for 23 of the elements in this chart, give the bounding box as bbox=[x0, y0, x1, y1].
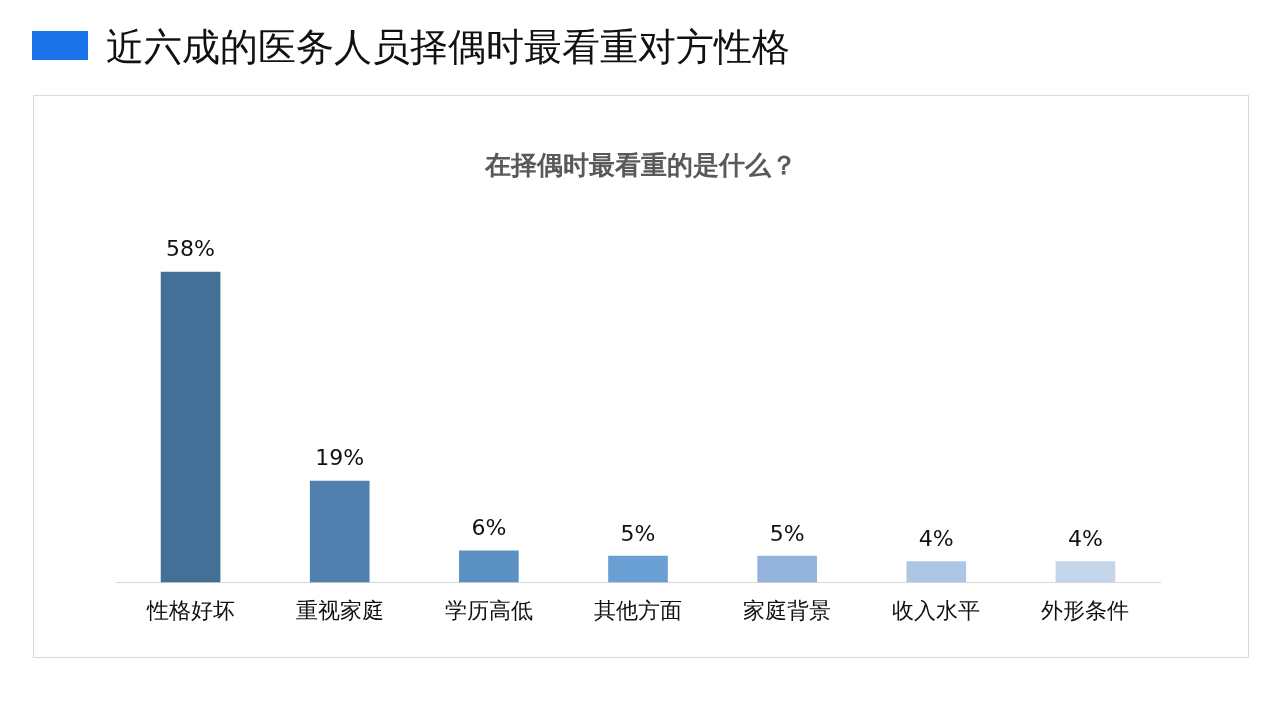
data-label: 5% bbox=[620, 520, 656, 546]
x-tick-label: 其他方面 bbox=[594, 597, 682, 623]
x-tick-label: 性格好坏 bbox=[145, 597, 235, 623]
x-tick-label: 学历高低 bbox=[444, 597, 533, 623]
chart-subtitle: 在择偶时最看重的是什么？ bbox=[483, 149, 798, 182]
x-tick-label: 家庭背景 bbox=[743, 597, 832, 623]
bar bbox=[309, 480, 370, 583]
data-label: 4% bbox=[918, 525, 954, 551]
bar bbox=[608, 555, 668, 583]
x-tick-label: 外形条件 bbox=[1041, 597, 1130, 623]
x-tick-label: 收入水平 bbox=[892, 597, 981, 623]
chart-title: 近六成的医务人员择偶时最看重对方性格 bbox=[106, 24, 790, 71]
data-label: 6% bbox=[471, 515, 507, 541]
bar bbox=[757, 555, 817, 583]
data-label: 4% bbox=[1067, 525, 1103, 551]
data-label: 58% bbox=[166, 236, 216, 262]
bar bbox=[160, 271, 221, 583]
bar bbox=[459, 550, 519, 583]
bar bbox=[906, 561, 967, 583]
data-label: 19% bbox=[315, 445, 365, 471]
x-tick-label: 重视家庭 bbox=[295, 597, 384, 623]
data-label: 5% bbox=[769, 520, 805, 546]
bar bbox=[1055, 561, 1116, 583]
